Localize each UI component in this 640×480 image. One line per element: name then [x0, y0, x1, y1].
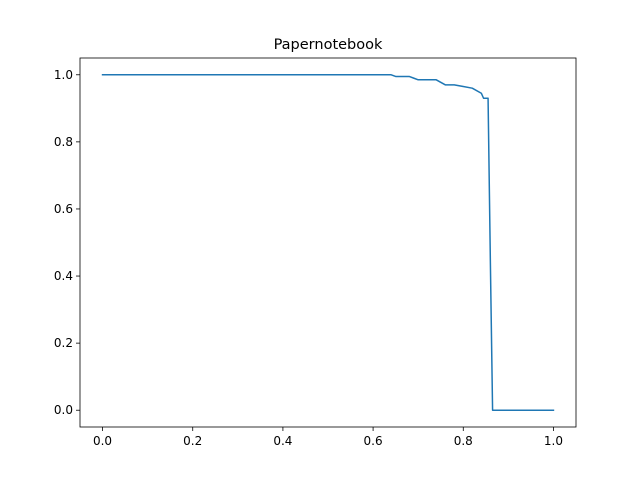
- x-tick-label: 0.4: [273, 434, 292, 448]
- x-tick-label: 0.2: [183, 434, 202, 448]
- y-tick-label: 0.4: [54, 269, 73, 283]
- chart-title: Papernotebook: [274, 37, 383, 53]
- x-tick-label: 0.0: [93, 434, 112, 448]
- y-tick-label: 1.0: [54, 68, 73, 82]
- y-tick-label: 0.8: [54, 135, 73, 149]
- x-tick-label: 0.6: [364, 434, 383, 448]
- series-line-0: [101, 74, 555, 411]
- plot-area: 0.0 0.2 0.4 0.6 0.8 1.0 0.0 0.2 0.4 0.6 0.8 1.0: [54, 57, 577, 448]
- y-tick-label: 0.2: [54, 336, 73, 350]
- x-tick-label: 1.0: [544, 434, 563, 448]
- x-tick-label: 0.8: [454, 434, 473, 448]
- axes-frame: [79, 57, 577, 428]
- y-tick-label: 0.6: [54, 202, 73, 216]
- y-tick-label: 0.0: [54, 403, 73, 417]
